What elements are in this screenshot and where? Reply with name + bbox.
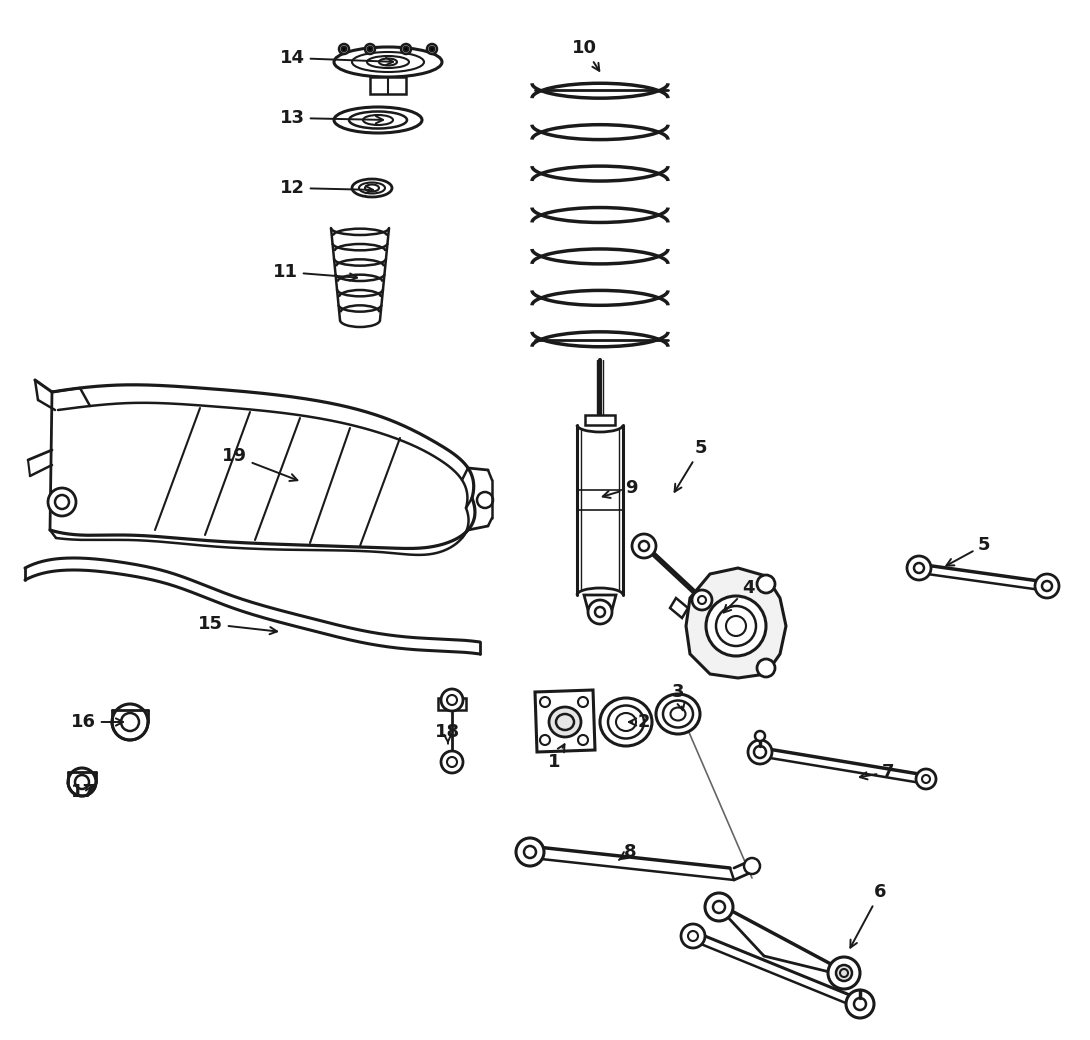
Text: 18: 18	[435, 723, 460, 744]
Text: 19: 19	[222, 447, 298, 480]
Circle shape	[748, 740, 772, 764]
Circle shape	[756, 659, 775, 677]
Text: 3: 3	[673, 683, 685, 710]
Circle shape	[365, 44, 375, 54]
Circle shape	[339, 44, 349, 54]
Text: 6: 6	[850, 883, 886, 947]
Circle shape	[836, 965, 852, 981]
Polygon shape	[370, 77, 405, 94]
Circle shape	[427, 44, 437, 54]
Circle shape	[916, 769, 936, 789]
Polygon shape	[585, 415, 615, 425]
Circle shape	[755, 731, 765, 740]
Text: 4: 4	[724, 579, 754, 613]
Circle shape	[681, 924, 705, 948]
Circle shape	[401, 44, 411, 54]
Text: 9: 9	[603, 479, 638, 498]
Polygon shape	[535, 690, 595, 752]
Ellipse shape	[656, 694, 700, 734]
Text: 10: 10	[572, 38, 600, 71]
Circle shape	[744, 858, 760, 874]
Circle shape	[588, 600, 611, 624]
Circle shape	[692, 590, 712, 610]
Text: 1: 1	[548, 745, 565, 771]
Circle shape	[705, 893, 732, 921]
Text: 8: 8	[619, 843, 637, 861]
Circle shape	[441, 751, 463, 773]
Polygon shape	[584, 595, 616, 618]
Text: 12: 12	[280, 179, 373, 197]
Text: 17: 17	[71, 783, 96, 801]
Circle shape	[907, 556, 931, 580]
Circle shape	[48, 488, 76, 516]
Text: 7: 7	[860, 763, 895, 781]
Circle shape	[341, 47, 347, 52]
Circle shape	[68, 768, 96, 796]
Circle shape	[429, 47, 435, 52]
Ellipse shape	[334, 47, 443, 77]
Circle shape	[846, 990, 874, 1018]
Circle shape	[756, 575, 775, 593]
Text: 16: 16	[71, 713, 123, 731]
Text: 5: 5	[675, 439, 707, 492]
Ellipse shape	[549, 707, 581, 737]
Ellipse shape	[334, 107, 422, 133]
Circle shape	[403, 47, 409, 52]
Circle shape	[112, 704, 148, 740]
Text: 2: 2	[629, 713, 651, 731]
Circle shape	[632, 534, 656, 558]
Circle shape	[367, 47, 373, 52]
Circle shape	[441, 688, 463, 711]
Text: 5: 5	[946, 536, 991, 566]
Ellipse shape	[600, 698, 652, 746]
Ellipse shape	[352, 179, 392, 197]
Polygon shape	[686, 568, 786, 678]
Circle shape	[1036, 574, 1059, 598]
Polygon shape	[438, 698, 467, 710]
Circle shape	[828, 957, 860, 989]
Text: 13: 13	[280, 109, 383, 127]
Polygon shape	[670, 598, 688, 618]
Circle shape	[516, 838, 544, 866]
Text: 11: 11	[272, 263, 358, 281]
Text: 14: 14	[280, 49, 393, 67]
Text: 15: 15	[198, 615, 277, 634]
Circle shape	[706, 596, 766, 656]
